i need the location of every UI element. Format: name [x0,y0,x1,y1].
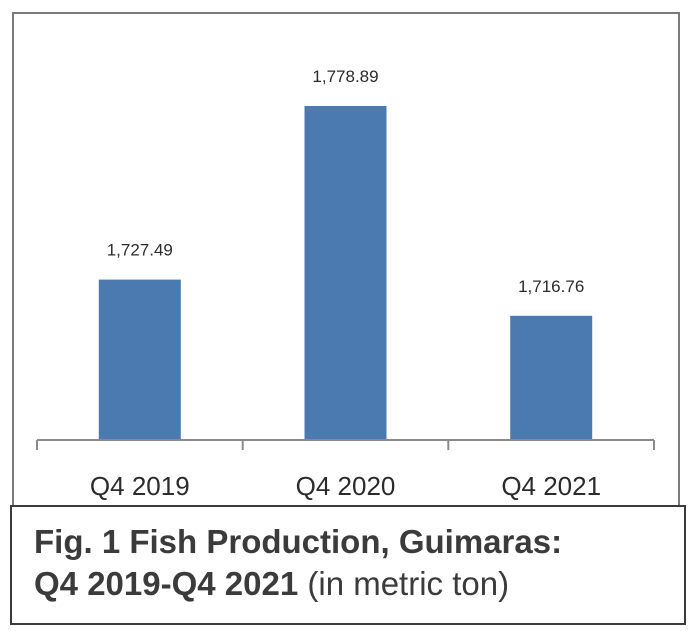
data-label: 1,778.89 [312,67,378,86]
x-tick-label: Q4 2019 [90,471,190,501]
figure-caption: Fig. 1 Fish Production, Guimaras: Q4 201… [10,505,686,625]
caption-unit: (in metric ton) [298,565,510,602]
data-labels-group: 1,727.49 1,778.89 1,716.76 [107,67,585,296]
caption-line-2: Q4 2019-Q4 2021 (in metric ton) [34,563,662,605]
x-tick-labels: Q4 2019 Q4 2020 Q4 2021 [90,471,601,501]
bar-q4-2019 [98,279,181,440]
x-tick-label: Q4 2021 [501,471,601,501]
x-axis [36,439,655,450]
bar-q4-2020 [304,106,387,440]
bars-group [98,106,593,440]
x-tick-label: Q4 2020 [296,471,396,501]
caption-line-1: Fig. 1 Fish Production, Guimaras: [34,521,662,563]
data-label: 1,716.76 [518,277,584,296]
bar-q4-2021 [510,315,593,440]
data-label: 1,727.49 [107,241,173,260]
caption-period: Q4 2019-Q4 2021 [34,565,299,602]
caption-title: Fig. 1 Fish Production, Guimaras: [34,523,563,560]
